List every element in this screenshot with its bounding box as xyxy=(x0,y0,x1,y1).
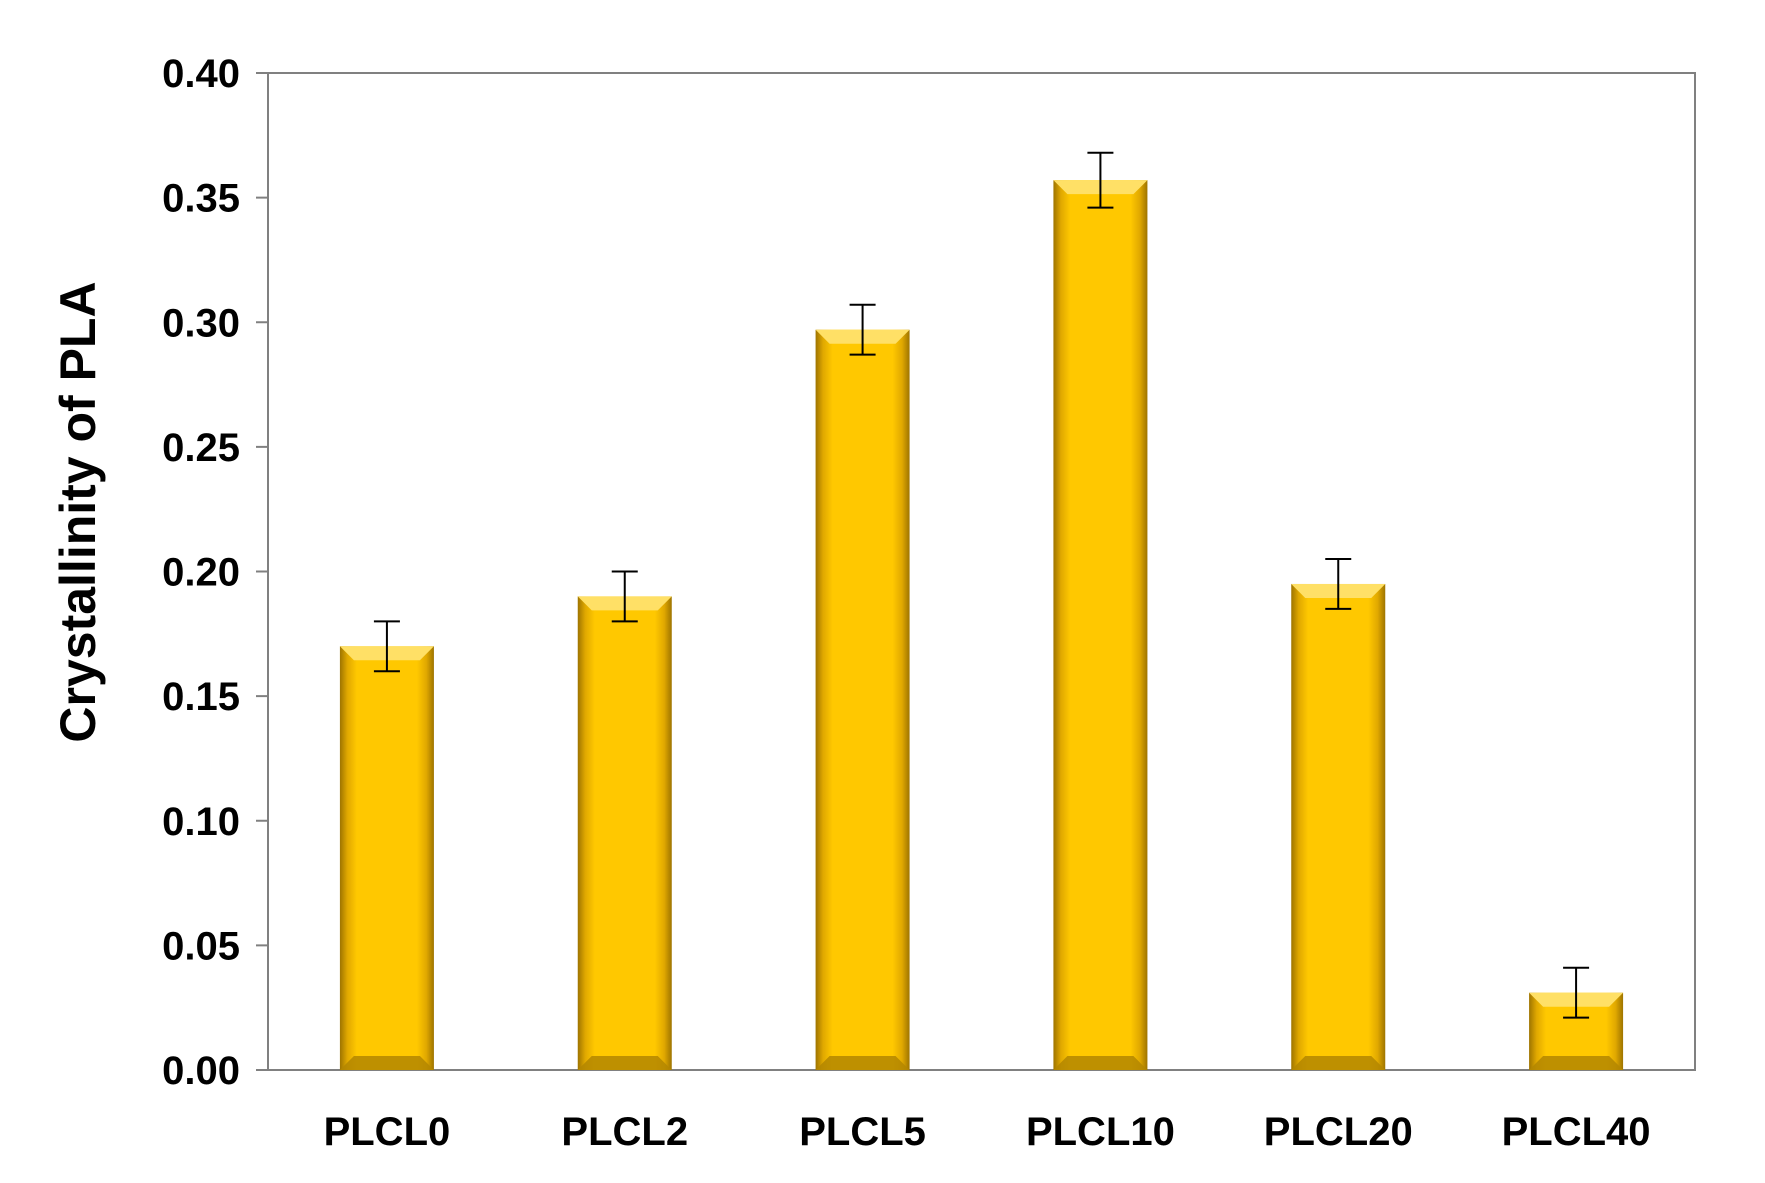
y-tick-label: 0.30 xyxy=(162,301,240,345)
bars xyxy=(339,180,1624,1071)
x-tick-label: PLCL20 xyxy=(1264,1110,1413,1154)
y-tick-label: 0.10 xyxy=(162,800,240,844)
x-tick-label: PLCL40 xyxy=(1502,1110,1651,1154)
y-tick-label: 0.40 xyxy=(162,52,240,96)
y-tick-label: 0.20 xyxy=(162,551,240,595)
x-tick-label: PLCL2 xyxy=(561,1110,688,1154)
bar xyxy=(1291,583,1386,1070)
y-axis: 0.00 0.05 0.10 0.15 0.20 0.25 0.30 0.35 0.40 xyxy=(162,52,268,1093)
bar-bevel-bottom xyxy=(1053,1056,1148,1070)
bar-bevel-bottom xyxy=(339,1056,434,1070)
y-tick-label: 0.15 xyxy=(162,675,240,719)
x-tick-label: PLCL5 xyxy=(799,1110,926,1154)
x-axis: PLCL0 PLCL2 PLCL5 PLCL10 PLCL20 PLCL40 xyxy=(324,1110,1651,1154)
y-axis-label: Crystallinity of PLA xyxy=(50,281,106,742)
bar-bevel-bottom xyxy=(1529,1056,1624,1070)
y-tick-label: 0.00 xyxy=(162,1049,240,1093)
bar-bevel-bottom xyxy=(815,1056,910,1070)
plot-area xyxy=(267,72,1696,1071)
bar xyxy=(815,329,910,1070)
bar-bevel-bottom xyxy=(1291,1056,1386,1070)
y-tick-label: 0.05 xyxy=(162,924,240,968)
plot-frame xyxy=(267,72,1696,1071)
y-tick-label: 0.25 xyxy=(162,426,240,470)
y-tick-label: 0.35 xyxy=(162,177,240,221)
bar xyxy=(1053,180,1148,1071)
bar xyxy=(577,596,672,1070)
x-tick-label: PLCL10 xyxy=(1026,1110,1175,1154)
bar-bevel-bottom xyxy=(577,1056,672,1070)
x-tick-label: PLCL0 xyxy=(324,1110,451,1154)
bar xyxy=(339,646,434,1070)
error-bars xyxy=(373,151,1590,1019)
